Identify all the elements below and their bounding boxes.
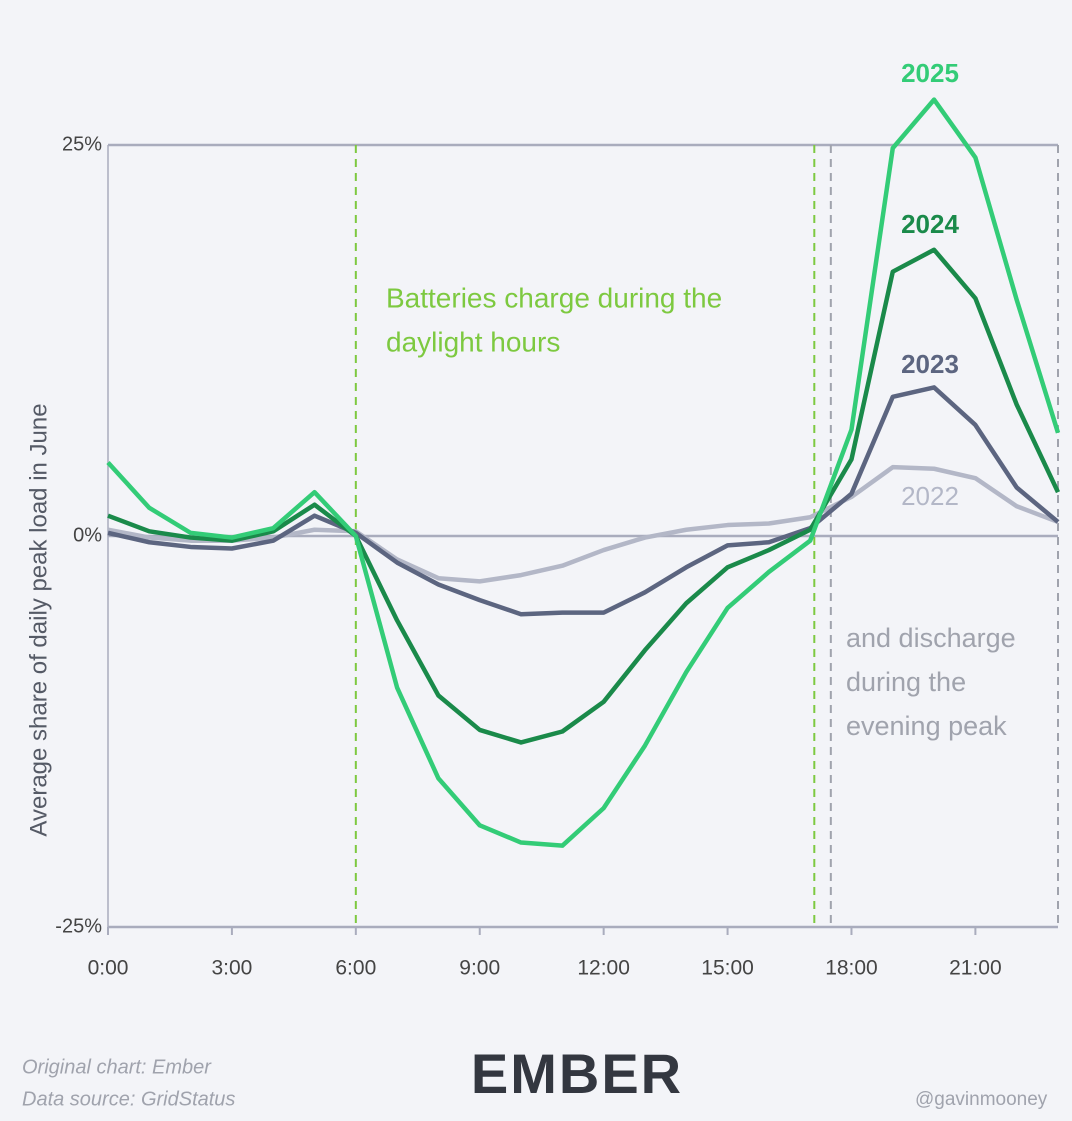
handle: @gavinmooney	[915, 1089, 1048, 1110]
annotation: daylight hours	[386, 326, 560, 357]
x-tick-label: 3:00	[211, 957, 252, 980]
x-tick-label: 6:00	[335, 957, 376, 980]
y-tick-label: -25%	[55, 915, 102, 937]
annotation: during the	[846, 667, 966, 697]
series-line	[106, 97, 1061, 848]
x-tick-label: 18:00	[825, 957, 878, 980]
x-tick-label: 15:00	[701, 957, 754, 980]
x-tick-label: 0:00	[88, 957, 129, 980]
series-line	[107, 247, 1061, 745]
x-tick-label: 12:00	[577, 957, 630, 980]
x-tick-label: 9:00	[459, 957, 500, 980]
series-line	[107, 464, 1059, 584]
annotation: and discharge	[846, 623, 1016, 653]
series-line	[107, 385, 1060, 617]
legend-label: 2024	[901, 209, 959, 239]
source: Data source: GridStatus	[22, 1088, 235, 1110]
x-tick-label: 21:00	[949, 957, 1002, 980]
legend-label: 2023	[901, 349, 959, 379]
logo: EMBER	[471, 1042, 683, 1105]
legend-label: 2025	[901, 58, 959, 88]
y-tick-label: 0%	[73, 524, 102, 546]
y-tick-label: 25%	[62, 133, 102, 155]
annotation: Batteries charge during the	[386, 282, 722, 313]
annotation: evening peak	[846, 711, 1007, 741]
credit: Original chart: Ember	[22, 1056, 212, 1078]
legend-label: 2022	[901, 481, 959, 511]
y-axis-label: Average share of daily peak load in June	[25, 403, 52, 836]
